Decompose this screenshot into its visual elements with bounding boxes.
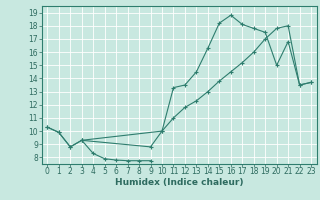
X-axis label: Humidex (Indice chaleur): Humidex (Indice chaleur): [115, 178, 244, 187]
